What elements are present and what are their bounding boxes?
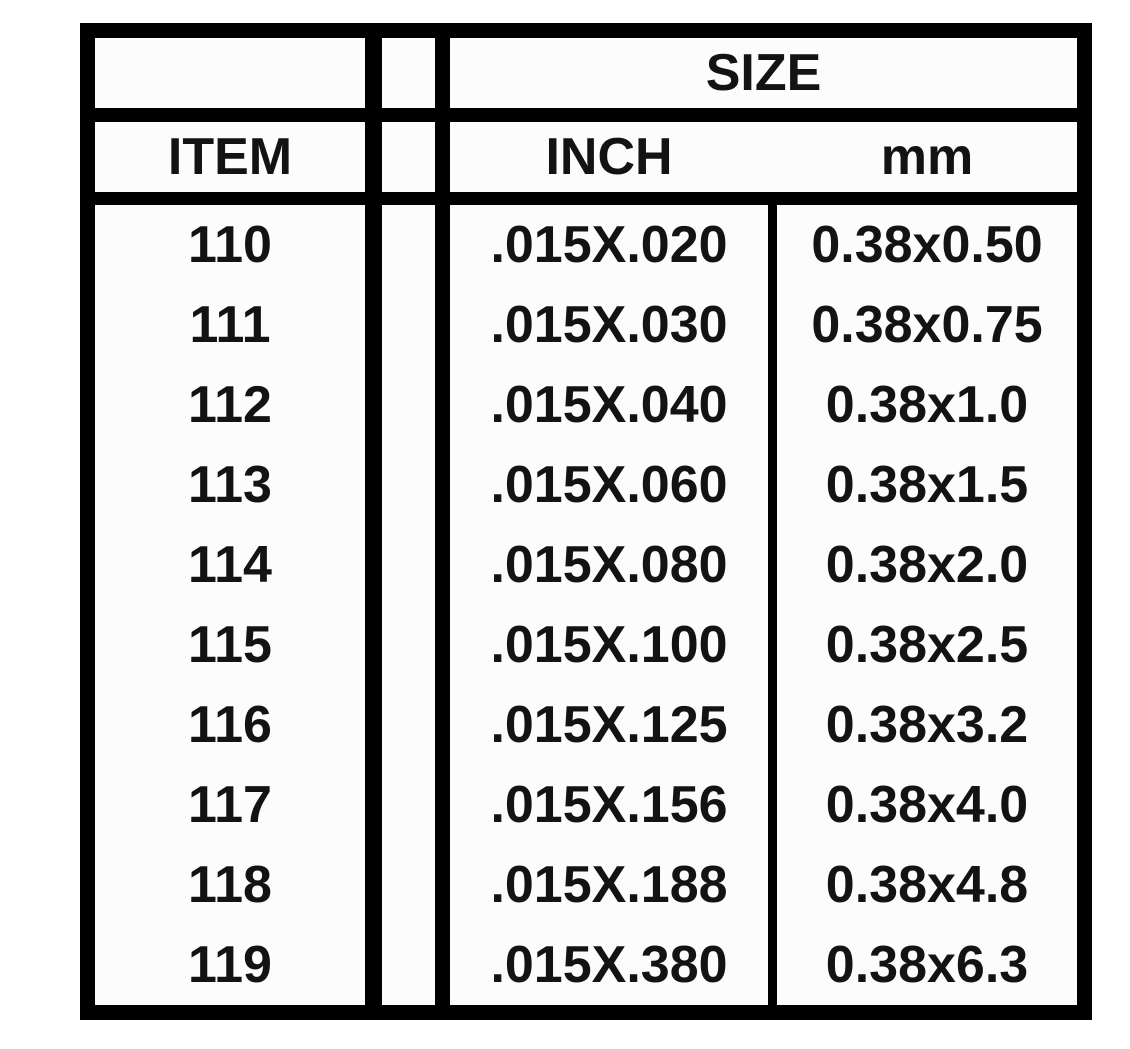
inch-size-cell: .015X.020 — [490, 216, 728, 274]
inch-size-cell: .015X.156 — [490, 776, 728, 834]
inch-size-cell: .015X.125 — [490, 696, 728, 754]
size-column-group-header: SIZE — [705, 44, 822, 102]
mm-size-cell: 0.38x1.5 — [825, 456, 1029, 514]
inch-size-cell: .015X.100 — [490, 616, 728, 674]
item-cell: 115 — [188, 616, 272, 674]
table-row: 113 .015X.060 0.38x1.5 — [95, 445, 1077, 525]
mm-column-header: mm — [880, 128, 974, 186]
mm-size-cell: 0.38x0.50 — [811, 216, 1043, 274]
mm-size-cell: 0.38x2.0 — [825, 536, 1029, 594]
inch-size-cell: .015X.188 — [490, 856, 728, 914]
item-cell: 111 — [189, 296, 271, 354]
mm-size-cell: 0.38x6.3 — [825, 936, 1029, 994]
table-row: 111 .015X.030 0.38x0.75 — [95, 285, 1077, 365]
mm-size-cell: 0.38x1.0 — [825, 376, 1029, 434]
table-row: 112 .015X.040 0.38x1.0 — [95, 365, 1077, 445]
item-cell: 119 — [188, 936, 272, 994]
item-cell: 113 — [188, 456, 272, 514]
table-row: 110 .015X.020 0.38x0.50 — [95, 205, 1077, 285]
header-separator-line — [95, 108, 1077, 122]
table-body: 110 .015X.020 0.38x0.50 111 .015X.030 0.38x0.… — [95, 205, 1077, 1005]
table-row: 117 .015X.156 0.38x4.0 — [95, 765, 1077, 845]
table-row: 118 .015X.188 0.38x4.8 — [95, 845, 1077, 925]
item-cell: 114 — [188, 536, 272, 594]
table-row: 114 .015X.080 0.38x2.0 — [95, 525, 1077, 605]
spacer-column-right-border — [435, 38, 450, 1005]
inch-size-cell: .015X.080 — [490, 536, 728, 594]
inch-size-cell: .015X.040 — [490, 376, 728, 434]
mm-size-cell: 0.38x4.8 — [825, 856, 1029, 914]
table-row: 119 .015X.380 0.38x6.3 — [95, 925, 1077, 1005]
item-cell: 117 — [188, 776, 272, 834]
mm-size-cell: 0.38x3.2 — [825, 696, 1029, 754]
item-column-right-border — [365, 38, 382, 1005]
item-column-header: ITEM — [167, 128, 293, 186]
inch-column-header: INCH — [545, 128, 673, 186]
item-cell: 110 — [188, 216, 272, 274]
mm-size-cell: 0.38x4.0 — [825, 776, 1029, 834]
table-row: 116 .015X.125 0.38x3.2 — [95, 685, 1077, 765]
product-size-table: SIZE ITEM INCH mm 110.015X.020 0.38x0.50 1… — [80, 23, 1092, 1020]
inch-mm-divider-line — [768, 205, 777, 1005]
mm-size-cell: 0.38x2.5 — [825, 616, 1029, 674]
table-row: 115 .015X.100 0.38x2.5 — [95, 605, 1077, 685]
item-cell: 118 — [188, 856, 272, 914]
item-cell: 116 — [188, 696, 272, 754]
body-separator-line — [95, 192, 1077, 205]
mm-size-cell: 0.38x0.75 — [811, 296, 1043, 354]
inch-size-cell: .015X.060 — [490, 456, 728, 514]
inch-size-cell: .015X.030 — [490, 296, 728, 354]
inch-size-cell: .015X.380 — [490, 936, 728, 994]
item-cell: 112 — [188, 376, 272, 434]
